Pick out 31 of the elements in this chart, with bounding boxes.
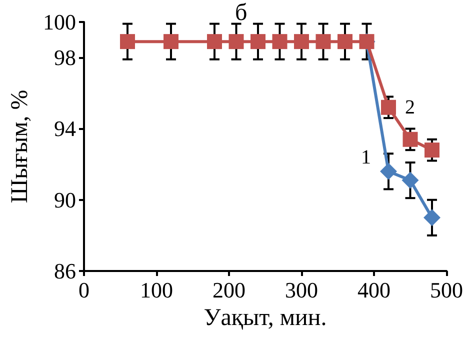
point xyxy=(381,100,396,115)
x-tick-label: 300 xyxy=(285,278,318,302)
point xyxy=(294,34,309,50)
x-tick-label: 0 xyxy=(78,278,90,302)
point xyxy=(250,34,266,50)
point xyxy=(402,132,418,147)
y-tick-label: 98 xyxy=(54,45,76,70)
y-tick-label: 86 xyxy=(54,258,76,284)
x-tick-label: 200 xyxy=(212,278,246,302)
y-axis-title: Шығым, % xyxy=(7,90,34,204)
x-tick-label: 500 xyxy=(430,278,463,302)
y-tick-label: 94 xyxy=(54,116,76,142)
point xyxy=(316,34,331,50)
point xyxy=(424,142,440,158)
chart-title: б xyxy=(235,0,248,26)
point xyxy=(120,34,135,50)
point xyxy=(424,209,440,226)
point xyxy=(402,172,419,189)
point xyxy=(272,34,288,50)
point xyxy=(338,34,352,50)
x-tick-label: 400 xyxy=(358,278,390,302)
point xyxy=(207,34,222,50)
series-label: 2 xyxy=(405,96,415,118)
point xyxy=(380,162,397,180)
point xyxy=(228,34,244,50)
point xyxy=(164,34,178,50)
y-tick-label: 100 xyxy=(43,10,76,34)
x-tick-label: 100 xyxy=(140,278,173,302)
series-label: 1 xyxy=(361,146,371,168)
y-tick-label: 90 xyxy=(54,187,76,212)
x-axis-title: Уақыт, мин. xyxy=(204,304,327,331)
